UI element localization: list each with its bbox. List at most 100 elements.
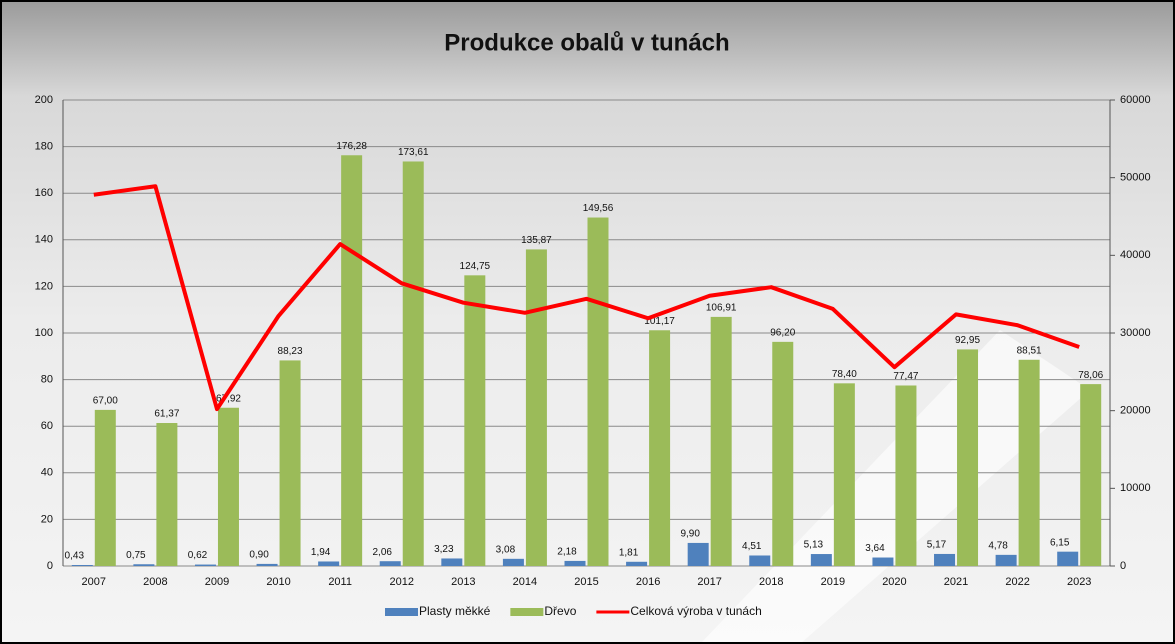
bar <box>772 341 794 566</box>
value-label: 6,15 <box>1050 537 1070 548</box>
x-tick-label: 2020 <box>882 576 906 588</box>
x-tick-label: 2016 <box>636 576 660 588</box>
x-tick-label: 2013 <box>451 576 475 588</box>
bar <box>525 249 547 566</box>
bar <box>749 555 771 566</box>
y-tick-label: 100 <box>35 327 53 339</box>
bar <box>833 383 855 566</box>
bar <box>1080 384 1102 566</box>
value-label: 4,78 <box>988 541 1008 552</box>
value-label: 176,28 <box>336 141 367 152</box>
bar <box>441 558 463 566</box>
value-label: 88,23 <box>278 346 303 357</box>
bar <box>194 564 216 566</box>
x-tick-label: 2007 <box>82 576 106 588</box>
y2-tick-label: 60000 <box>1120 94 1151 106</box>
y-tick-label: 160 <box>35 187 53 199</box>
x-tick-label: 2018 <box>759 576 783 588</box>
y2-tick-label: 10000 <box>1120 482 1151 494</box>
value-label: 77,47 <box>893 371 918 382</box>
value-label: 0,43 <box>65 551 85 562</box>
x-tick-label: 2022 <box>1005 576 1029 588</box>
bar <box>872 557 894 566</box>
value-label: 0,75 <box>126 550 146 561</box>
legend-swatch <box>385 608 418 616</box>
bar <box>502 558 524 566</box>
y2-tick-label: 20000 <box>1120 405 1151 417</box>
y-tick-label: 180 <box>35 141 53 153</box>
value-label: 78,06 <box>1078 370 1103 381</box>
bar <box>687 542 709 566</box>
value-label: 4,51 <box>742 541 762 552</box>
value-label: 5,17 <box>927 540 947 551</box>
value-label: 92,95 <box>955 335 980 346</box>
value-label: 9,90 <box>680 529 700 540</box>
bar <box>957 349 979 566</box>
bar <box>318 561 340 566</box>
bar <box>710 316 732 566</box>
x-tick-label: 2017 <box>697 576 721 588</box>
bar <box>402 161 424 566</box>
bar <box>71 564 93 566</box>
bar <box>94 409 116 566</box>
legend-label: Plasty měkké <box>419 604 491 618</box>
value-label: 2,06 <box>373 547 393 558</box>
bar <box>341 155 363 567</box>
value-label: 2,18 <box>557 547 577 558</box>
y-tick-label: 60 <box>41 420 53 432</box>
value-label: 78,40 <box>832 369 857 380</box>
bar <box>995 554 1017 566</box>
x-tick-label: 2012 <box>389 576 413 588</box>
y2-tick-label: 0 <box>1120 560 1126 572</box>
bar <box>1057 551 1079 566</box>
bar <box>934 553 956 566</box>
x-tick-label: 2008 <box>143 576 167 588</box>
legend-label: Dřevo <box>544 604 576 618</box>
y-tick-label: 40 <box>41 467 53 479</box>
y2-tick-label: 30000 <box>1120 327 1151 339</box>
value-label: 67,92 <box>216 393 241 404</box>
bar <box>649 330 671 566</box>
value-label: 0,62 <box>188 550 208 561</box>
y2-tick-label: 50000 <box>1120 172 1151 184</box>
x-tick-label: 2015 <box>574 576 598 588</box>
y-tick-label: 80 <box>41 374 53 386</box>
bar <box>464 275 486 566</box>
bar <box>256 563 278 566</box>
bar <box>217 407 239 566</box>
value-label: 67,00 <box>93 396 118 407</box>
x-tick-label: 2019 <box>821 576 845 588</box>
bar <box>587 217 609 566</box>
bar <box>895 385 917 566</box>
bar <box>279 360 301 566</box>
bar <box>379 561 401 566</box>
bar <box>564 560 586 566</box>
legend-label: Celková výroba v tunách <box>630 604 761 618</box>
value-label: 3,23 <box>434 544 454 555</box>
value-label: 0,90 <box>249 550 269 561</box>
value-label: 3,08 <box>496 544 516 555</box>
bar <box>133 564 155 566</box>
bar <box>1018 359 1040 566</box>
y-tick-label: 120 <box>35 280 53 292</box>
chart-title: Produkce obalů v tunách <box>444 29 729 56</box>
x-tick-label: 2010 <box>266 576 290 588</box>
x-tick-label: 2021 <box>944 576 968 588</box>
y2-tick-label: 40000 <box>1120 249 1151 261</box>
value-label: 1,81 <box>619 547 639 558</box>
value-label: 88,51 <box>1017 345 1042 356</box>
y-tick-label: 20 <box>41 513 53 525</box>
x-tick-label: 2011 <box>328 576 352 588</box>
legend-swatch <box>510 608 544 616</box>
x-tick-label: 2009 <box>205 576 229 588</box>
bar <box>810 554 832 566</box>
x-tick-label: 2023 <box>1067 576 1091 588</box>
value-label: 61,37 <box>154 409 179 420</box>
value-label: 106,91 <box>706 303 737 314</box>
value-label: 101,17 <box>644 316 675 327</box>
value-label: 1,94 <box>311 547 331 558</box>
bar <box>626 561 648 566</box>
x-tick-label: 2014 <box>513 576 537 588</box>
